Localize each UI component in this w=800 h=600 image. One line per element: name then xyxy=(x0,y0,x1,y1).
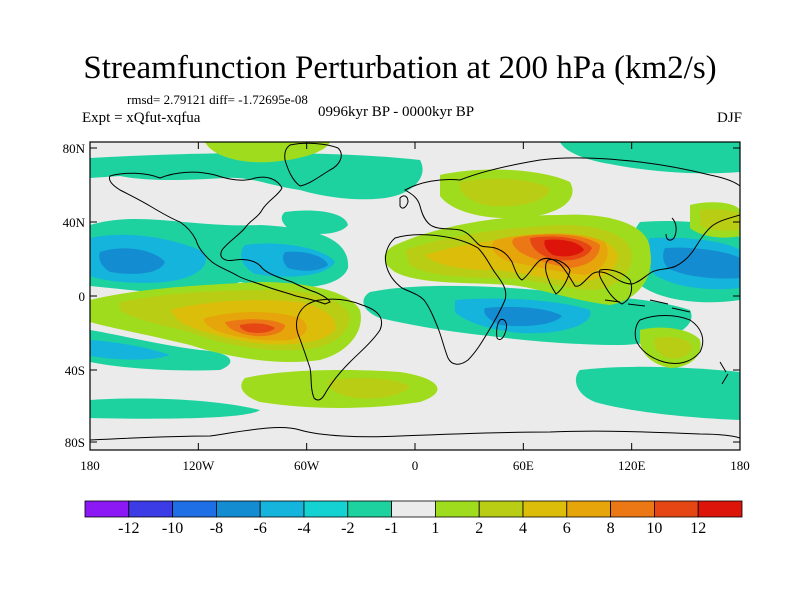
coastlines xyxy=(90,142,740,441)
colorbar-swatch xyxy=(172,500,217,518)
negative-anomalies xyxy=(90,142,740,420)
colorbar-swatch xyxy=(391,500,436,518)
experiment-label: Expt = xQfut-xqfua xyxy=(82,110,201,126)
southeast-asia-outline xyxy=(598,269,633,305)
x-tick-label: 0 xyxy=(412,458,419,473)
colorbar-swatch xyxy=(84,500,130,518)
colorbar-swatch xyxy=(478,500,524,518)
colorbar-swatch xyxy=(566,500,611,518)
south-america-outline xyxy=(295,298,383,401)
y-tick-label: 40N xyxy=(63,215,86,230)
africa-outline xyxy=(385,234,507,365)
rmsd-stats: rmsd= 2.79121 diff= -1.72695e-08 xyxy=(127,92,308,107)
colorbar-swatch xyxy=(654,500,699,518)
colorbar-label: -1 xyxy=(385,520,398,537)
colorbar-label: 12 xyxy=(690,520,706,537)
new-zealand-outline xyxy=(719,361,729,385)
x-tick-label: 120E xyxy=(618,458,646,473)
colorbar-label: -2 xyxy=(341,520,354,537)
colorbar-label: 8 xyxy=(607,520,615,537)
uk-outline xyxy=(399,195,409,209)
colorbar-swatch xyxy=(347,500,392,518)
colorbar-swatch xyxy=(697,500,743,518)
colorbar-swatch xyxy=(215,500,261,518)
colorbar-label: 4 xyxy=(519,520,527,537)
north-america-outline xyxy=(109,171,331,305)
colorbar-swatch xyxy=(303,500,349,518)
india-outline xyxy=(545,259,571,295)
y-tick-label: 80N xyxy=(63,141,86,156)
period-label: 0996kyr BP - 0000kyr BP xyxy=(318,104,475,120)
colorbar-legend: -12 -10 -8 -6 -4 -2 -1 1 2 4 6 8 10 12 xyxy=(84,500,743,537)
greenland-outline xyxy=(284,142,342,187)
season-label: DJF xyxy=(716,110,742,126)
map-axes: 180 120W 60W 0 60E 120E 180 80N 40N 0 40S 80S xyxy=(63,141,750,473)
colorbar-swatch xyxy=(128,500,174,518)
y-tick-label: 80S xyxy=(65,435,85,450)
antarctica-outline xyxy=(90,427,740,441)
colorbar-swatch xyxy=(434,500,480,518)
contour-field xyxy=(90,142,740,450)
x-tick-label: 60W xyxy=(294,458,320,473)
australia-outline xyxy=(634,315,704,365)
colorbar-label: -12 xyxy=(118,520,139,537)
europe-asia-outline xyxy=(403,157,740,287)
colorbar-label: -8 xyxy=(210,520,223,537)
colorbar-label: -10 xyxy=(162,520,183,537)
madagascar-outline xyxy=(496,319,507,341)
y-tick-label: 0 xyxy=(79,289,86,304)
colorbar-swatch xyxy=(610,500,655,518)
colorbar-swatch xyxy=(522,500,568,518)
indonesia-outline xyxy=(604,299,691,313)
colorbar-label: 1 xyxy=(431,520,439,537)
colorbar-swatch xyxy=(259,500,305,518)
japan-outline xyxy=(665,217,677,241)
colorbar-label: -4 xyxy=(297,520,310,537)
colorbar-label: -6 xyxy=(254,520,267,537)
x-tick-label: 180 xyxy=(80,458,100,473)
x-tick-label: 120W xyxy=(182,458,215,473)
positive-anomalies xyxy=(90,142,740,408)
x-tick-label: 60E xyxy=(513,458,534,473)
colorbar-label: 10 xyxy=(646,520,662,537)
y-tick-label: 40S xyxy=(65,363,85,378)
plot-title: Streamfunction Perturbation at 200 hPa (… xyxy=(83,50,717,86)
colorbar-label: 2 xyxy=(475,520,483,537)
x-tick-label: 180 xyxy=(730,458,750,473)
colorbar-label: 6 xyxy=(563,520,571,537)
